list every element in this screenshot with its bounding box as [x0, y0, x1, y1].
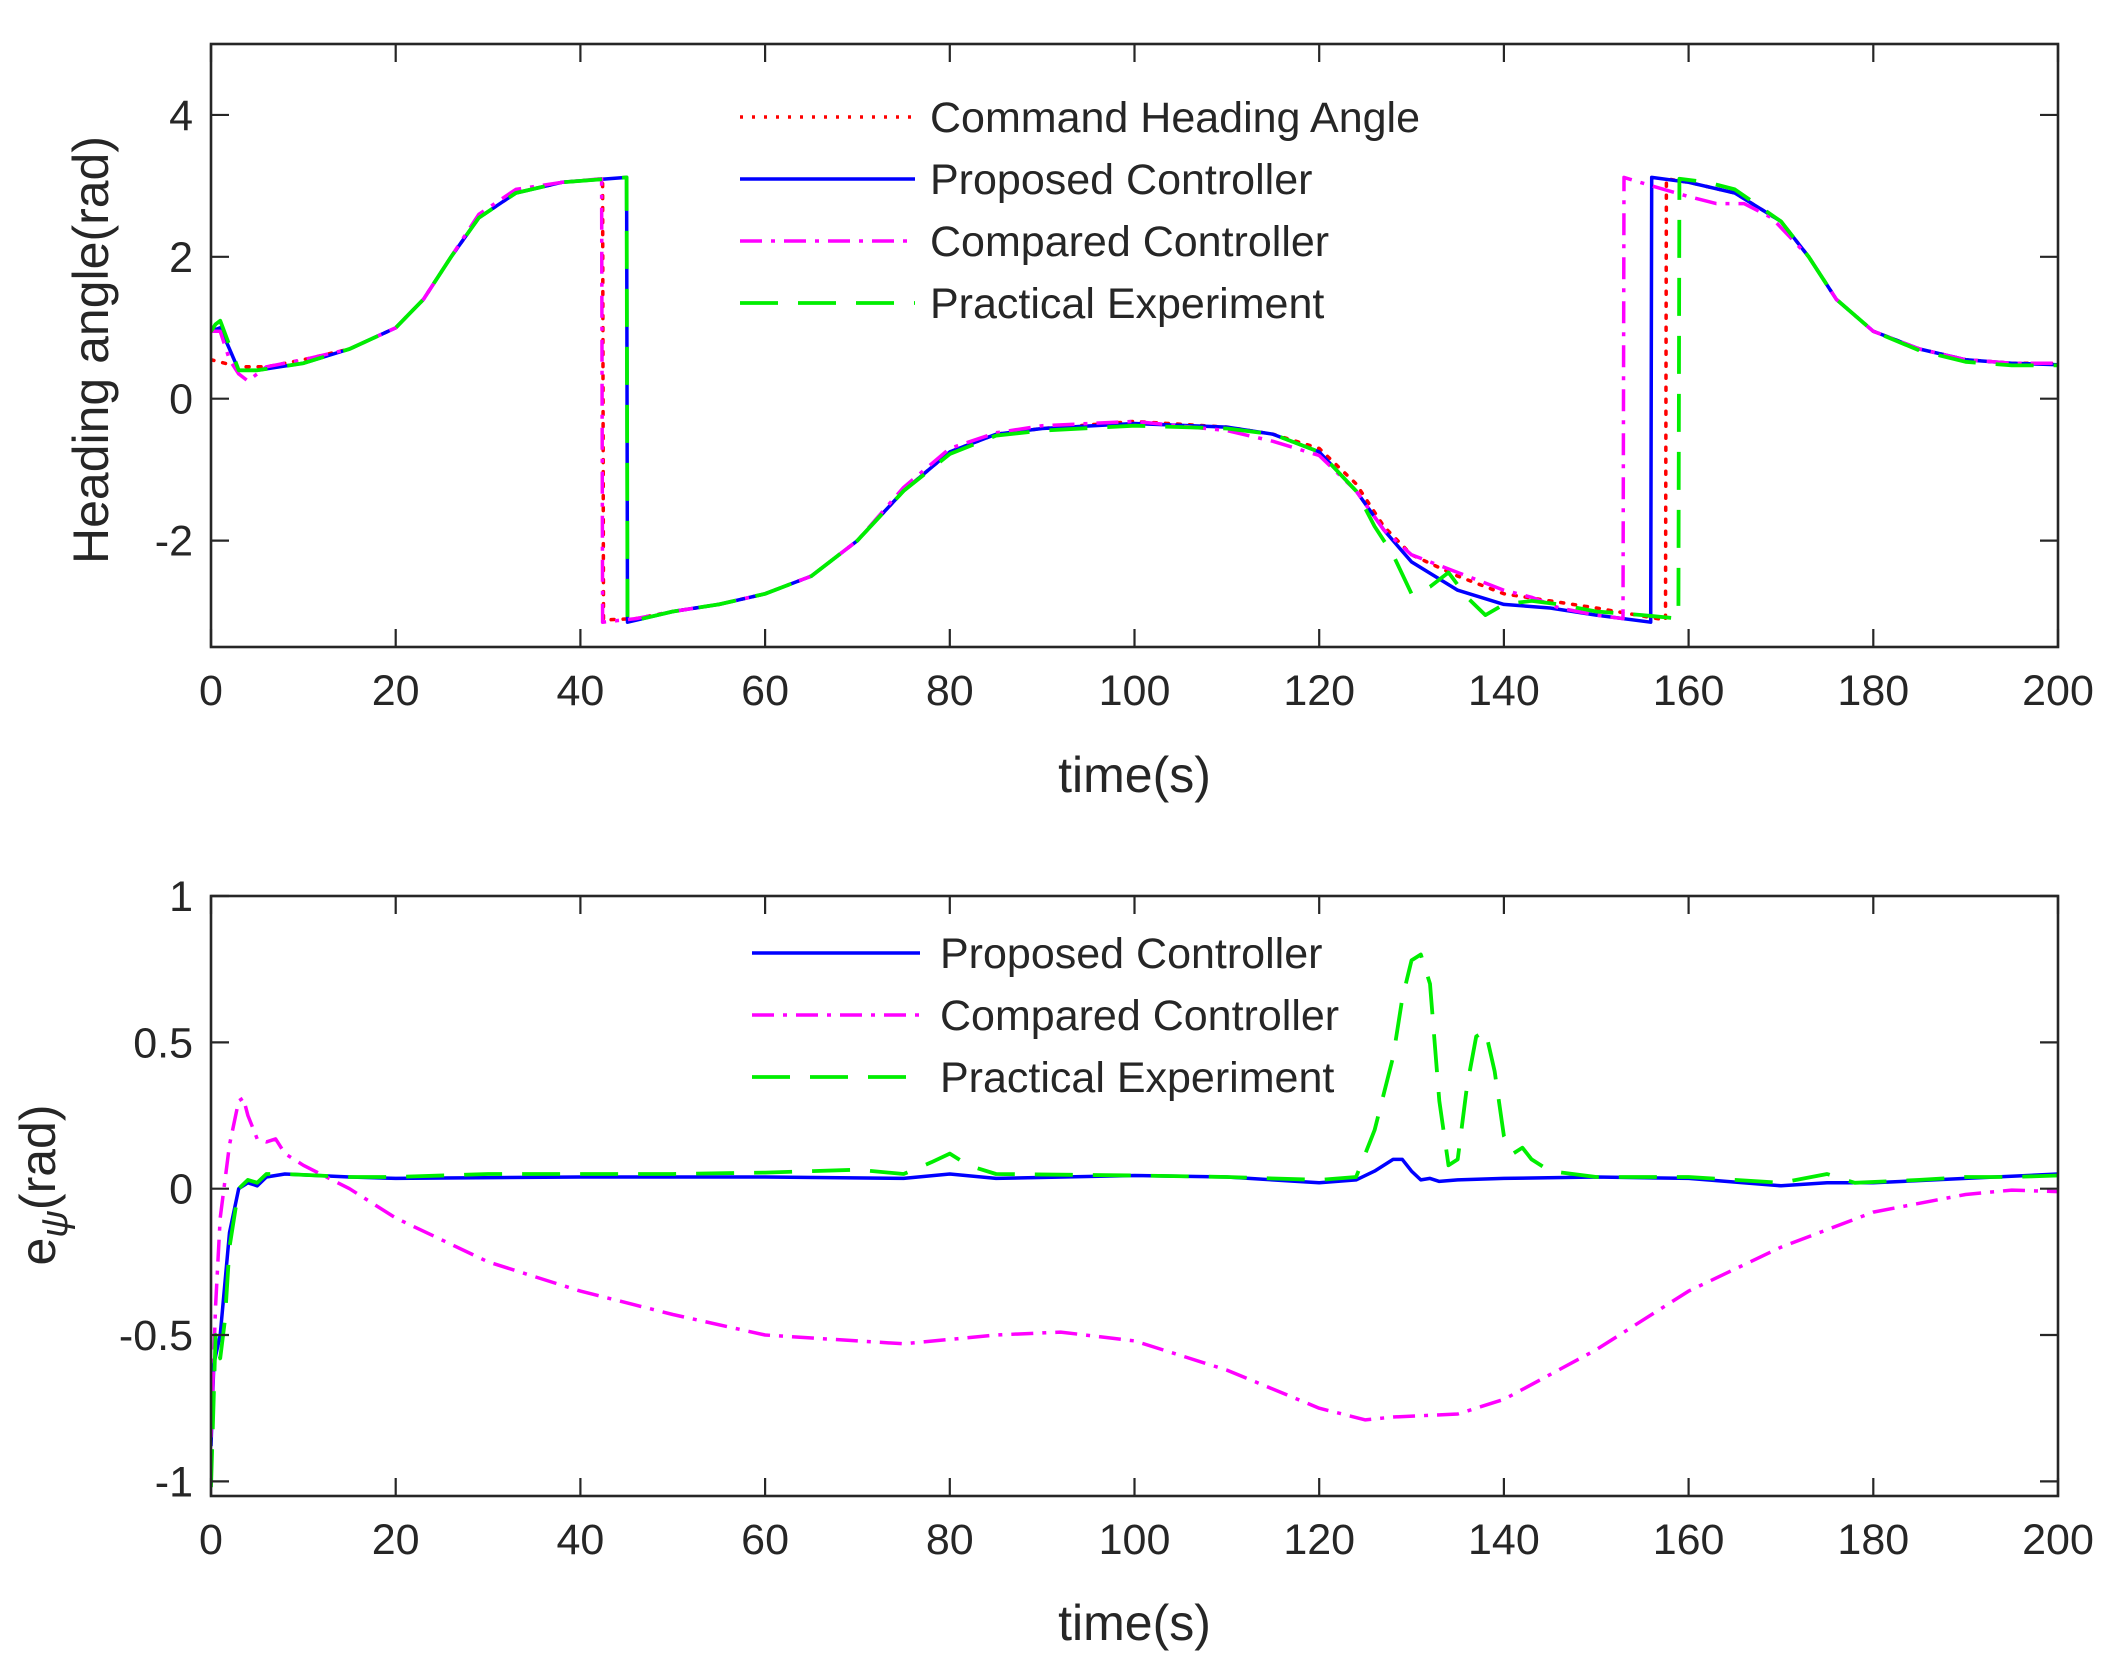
heading-angle-x-tick-label: 60: [741, 667, 789, 715]
heading-error-x-tick-label: 40: [556, 1516, 604, 1564]
heading-error-x-tick-label: 140: [1468, 1516, 1540, 1564]
heading-angle-x-tick-label: 160: [1653, 667, 1725, 715]
heading-angle-x-tick-label: 100: [1099, 667, 1171, 715]
heading-angle-chart: 0 20 40 60 80 100 120 140 160 180 200 -2 0 2 4 time(s)…: [63, 42, 2094, 803]
heading-error-ticks: 0 20 40 60 80 100 120 140 160 180 200 -1 -0.5 0 0.5 1: [119, 873, 2094, 1564]
heading-error-x-tick-label: 160: [1653, 1516, 1725, 1564]
heading-angle-x-tick-label: 120: [1283, 667, 1355, 715]
heading-angle-x-axis-label: time(s): [1058, 747, 1211, 803]
heading-error-y-label-main: e: [10, 1238, 66, 1266]
heading-error-x-tick-label: 100: [1099, 1516, 1171, 1564]
heading-angle-x-tick-label: 80: [926, 667, 974, 715]
heading-error-axes-frame: [209, 894, 2060, 1498]
heading-angle-legend-label-proposed-controller: Proposed Controller: [930, 156, 1312, 204]
heading-error-chart: 0 20 40 60 80 100 120 140 160 180 200 -1 -0.5 0 0.5 1 t…: [10, 873, 2094, 1651]
heading-error-x-tick-label: 180: [1837, 1516, 1909, 1564]
heading-angle-x-tick-label: 40: [556, 667, 604, 715]
heading-error-x-tick-label: 120: [1283, 1516, 1355, 1564]
heading-angle-legend-label-practical-experiment: Practical Experiment: [930, 280, 1324, 328]
heading-angle-series: [211, 175, 2058, 625]
heading-angle-legend-label-command-heading-angle: Command Heading Angle: [930, 94, 1420, 142]
heading-error-x-tick-label: 20: [372, 1516, 420, 1564]
heading-error-legend-label-practical-experiment: Practical Experiment: [940, 1054, 1334, 1102]
heading-error-legend-label-proposed-controller: Proposed Controller: [940, 930, 1322, 978]
heading-error-legend: Proposed Controller Compared Controller Pr…: [752, 930, 1339, 1102]
heading-angle-x-tick-label: 200: [2022, 667, 2094, 715]
heading-angle-y-tick-label: 0: [169, 376, 193, 424]
heading-error-x-tick-label: 80: [926, 1516, 974, 1564]
heading-angle-y-axis-label: Heading angle(rad): [63, 136, 119, 564]
heading-error-x-tick-label: 200: [2022, 1516, 2094, 1564]
heading-angle-x-tick-label: 140: [1468, 667, 1540, 715]
heading-error-x-tick-label: 60: [741, 1516, 789, 1564]
heading-angle-series-practical-experiment: [211, 175, 2058, 625]
heading-error-y-tick-label: 0.5: [133, 1019, 193, 1067]
heading-error-y-label-subscript: ψ: [34, 1210, 76, 1238]
heading-error-legend-label-compared-controller: Compared Controller: [940, 992, 1339, 1040]
heading-angle-y-tick-label: 4: [169, 92, 193, 140]
heading-angle-ticks: 0 20 40 60 80 100 120 140 160 180 200 -2 0 2 4: [155, 44, 2094, 715]
heading-error-y-axis-label: eψ(rad): [10, 1104, 76, 1265]
heading-error-y-label-unit: (rad): [10, 1104, 66, 1210]
heading-angle-y-tick-label: -2: [155, 518, 193, 566]
heading-angle-x-tick-label: 0: [199, 667, 223, 715]
heading-angle-legend: Command Heading Angle Proposed Controller…: [740, 94, 1420, 328]
heading-angle-x-tick-label: 20: [372, 667, 420, 715]
heading-error-y-tick-label: 1: [169, 873, 193, 921]
heading-angle-legend-label-compared-controller: Compared Controller: [930, 218, 1329, 266]
heading-error-series: [211, 952, 2058, 1488]
heading-error-y-tick-label: -1: [155, 1458, 193, 1506]
heading-error-x-axis-label: time(s): [1058, 1595, 1211, 1651]
heading-angle-x-tick-label: 180: [1837, 667, 1909, 715]
heading-angle-y-tick-label: 2: [169, 234, 193, 282]
heading-error-y-tick-label: -0.5: [119, 1312, 193, 1360]
heading-error-series-practical-experiment: [211, 952, 2058, 1488]
heading-error-x-tick-label: 0: [199, 1516, 223, 1564]
heading-error-series-compared-controller: [211, 1096, 2058, 1438]
heading-error-y-tick-label: 0: [169, 1166, 193, 1214]
heading-error-series-proposed-controller: [211, 1157, 2058, 1447]
